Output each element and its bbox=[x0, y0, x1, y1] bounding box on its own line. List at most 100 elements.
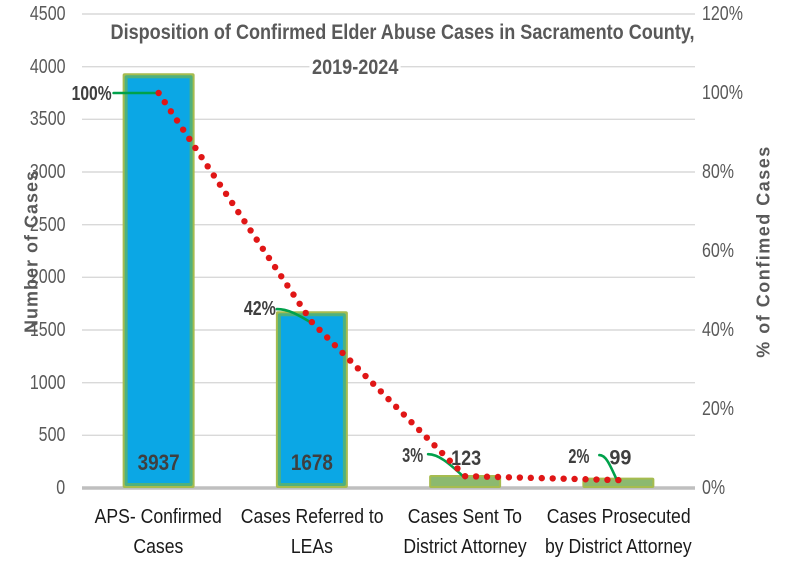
trend-dot bbox=[560, 475, 567, 482]
trend-dot bbox=[179, 126, 187, 133]
trend-dot bbox=[186, 135, 193, 143]
percent-label-0: 100% bbox=[72, 83, 112, 105]
trend-dot bbox=[516, 474, 524, 481]
trend-dot bbox=[167, 108, 175, 115]
right-axis-tick: 80% bbox=[702, 161, 735, 183]
leader-line-1 bbox=[275, 307, 314, 325]
trend-dot bbox=[415, 426, 423, 434]
trend-dot bbox=[385, 395, 392, 403]
trend-dot bbox=[400, 411, 408, 418]
trend-dot bbox=[192, 144, 199, 152]
category-label-line: LEAs bbox=[290, 536, 333, 558]
trend-dot bbox=[431, 442, 438, 449]
trend-dot bbox=[316, 326, 323, 334]
trend-dot bbox=[161, 98, 168, 106]
trend-dot bbox=[604, 476, 611, 484]
right-axis-tick: 60% bbox=[702, 240, 735, 262]
category-label-line: Cases Prosecuted bbox=[546, 506, 691, 528]
trend-dot bbox=[615, 476, 622, 484]
right-axis-title: % of Confimed Cases bbox=[753, 145, 774, 358]
left-axis-tick: 2000 bbox=[29, 266, 65, 289]
trend-dot bbox=[461, 472, 469, 480]
trend-dot bbox=[271, 263, 279, 271]
trend-dot bbox=[454, 465, 461, 472]
trend-dot bbox=[155, 89, 162, 97]
trend-dot bbox=[527, 474, 535, 482]
left-axis-tick: 0 bbox=[56, 477, 65, 499]
left-axis-title: Number of Cases bbox=[21, 169, 42, 334]
percent-label-2: 3% bbox=[402, 445, 423, 467]
trend-dot bbox=[259, 245, 267, 252]
chart-title-line1: Disposition of Confirmed Elder Abuse Cas… bbox=[107, 15, 698, 50]
trend-dot bbox=[253, 236, 260, 243]
bar-value-label-3: 99 bbox=[609, 447, 631, 470]
trend-dot bbox=[593, 476, 600, 483]
percent-label-1: 42% bbox=[244, 298, 276, 320]
bar-value-label-2: 123 bbox=[451, 447, 481, 470]
right-axis-tick: 20% bbox=[702, 398, 735, 420]
trend-dot bbox=[290, 291, 297, 298]
trend-dot bbox=[408, 419, 415, 426]
right-axis-tick: 100% bbox=[702, 82, 743, 104]
right-axis-tick: 120% bbox=[702, 3, 743, 25]
category-label-line: Cases Sent To bbox=[408, 506, 523, 528]
category-label-line: District Attorney bbox=[403, 536, 527, 558]
trend-dot bbox=[173, 117, 181, 124]
trend-dot bbox=[247, 227, 254, 234]
left-axis-tick: 4500 bbox=[29, 3, 65, 25]
trend-dot bbox=[216, 181, 224, 188]
trend-dot bbox=[369, 380, 377, 387]
left-axis-tick: 3000 bbox=[29, 161, 65, 183]
percent-label-3: 2% bbox=[568, 446, 589, 468]
trend-dot bbox=[483, 473, 491, 480]
category-label-3: Cases Prosecuted by District Attorney bbox=[523, 502, 713, 562]
left-axis-tick: 2500 bbox=[29, 213, 65, 236]
trend-dot bbox=[362, 372, 369, 380]
left-axis-tick: 4000 bbox=[29, 55, 65, 78]
trend-dot bbox=[538, 474, 545, 482]
chart-title-line2: 2019-2024 bbox=[309, 50, 401, 85]
trend-dot bbox=[582, 476, 589, 483]
trend-dot bbox=[438, 449, 446, 457]
right-axis-tick: 0% bbox=[702, 477, 726, 499]
trend-dot bbox=[302, 309, 309, 317]
left-axis-tick: 3500 bbox=[29, 108, 65, 131]
category-label-2: Cases Sent To District Attorney bbox=[370, 502, 560, 562]
trend-dot bbox=[308, 318, 316, 326]
trend-dot bbox=[228, 199, 236, 207]
trend-dot bbox=[377, 388, 385, 395]
trend-dot bbox=[346, 357, 354, 364]
chart-title: Disposition of Confirmed Elder Abuse Cas… bbox=[60, 15, 710, 85]
trend-dot bbox=[241, 218, 248, 225]
trend-dot bbox=[423, 434, 431, 441]
bar-value-label-0: 3937 bbox=[138, 450, 180, 475]
trend-dot bbox=[472, 473, 480, 480]
chart-title-line2-wrap: 2019-2024 bbox=[30, 50, 680, 85]
trend-dot bbox=[331, 342, 339, 349]
trend-dot bbox=[571, 475, 578, 483]
category-label-1: Cases Referred to LEAs bbox=[217, 502, 407, 562]
trend-dot bbox=[324, 334, 331, 341]
category-label-line: APS- Confirmed bbox=[95, 506, 223, 528]
left-axis-tick: 1500 bbox=[29, 319, 65, 341]
trend-dot bbox=[505, 474, 513, 481]
trend-dot bbox=[354, 365, 362, 372]
bar-2 bbox=[431, 477, 500, 486]
left-axis-tick: 1000 bbox=[29, 371, 65, 394]
trend-dot bbox=[278, 273, 285, 280]
bar-0 bbox=[127, 78, 190, 483]
trend-dot bbox=[494, 473, 502, 481]
trend-dot bbox=[210, 172, 217, 179]
trend-dot bbox=[265, 254, 273, 262]
trend-dot bbox=[198, 153, 205, 161]
trend-dot bbox=[446, 457, 453, 464]
category-label-line: by District Attorney bbox=[545, 536, 692, 558]
trend-dot bbox=[284, 282, 291, 289]
category-label-0: APS- Confirmed Cases bbox=[64, 502, 254, 562]
bar-value-label-1: 1678 bbox=[291, 450, 333, 475]
trend-dot bbox=[235, 208, 242, 216]
trend-dot bbox=[204, 163, 211, 170]
trend-dot bbox=[222, 190, 230, 198]
